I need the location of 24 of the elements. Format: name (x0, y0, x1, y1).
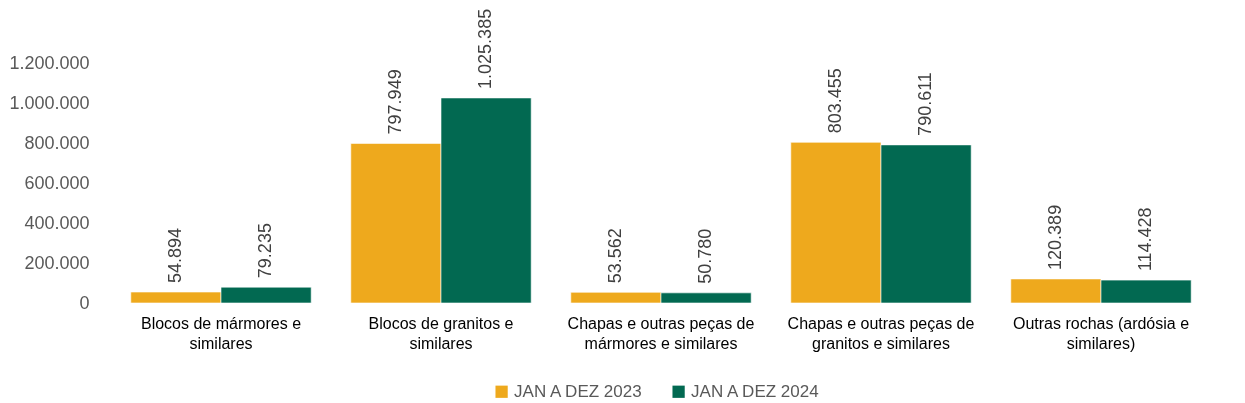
y-tick-label: 800.000 (24, 132, 90, 153)
y-tick-label: 0 (79, 292, 90, 313)
x-tick-label: Blocos de granitos e similares (368, 314, 514, 352)
data-label: 797.949 (384, 69, 405, 135)
data-label: 114.428 (1135, 207, 1156, 272)
data-label: 120.389 (1044, 204, 1065, 270)
data-label: 803.455 (824, 68, 845, 134)
data-label: 79.235 (255, 223, 276, 279)
y-tick-label: 1.000.000 (9, 92, 90, 113)
y-tick-label: 600.000 (24, 172, 90, 193)
data-label: 54.894 (164, 227, 185, 284)
y-tick-label: 1.200.000 (9, 52, 90, 73)
x-tick-label: Outras rochas (ardósia e similares) (1012, 314, 1190, 352)
y-tick-label: 200.000 (24, 252, 90, 273)
data-label: 790.611 (915, 72, 936, 136)
data-label: 1.025.385 (475, 8, 496, 89)
x-tick-label: Blocos de mármores e similares (140, 314, 302, 352)
legend-label: JAN A DEZ 2024 (691, 381, 819, 401)
y-tick-label: 400.000 (24, 212, 90, 233)
x-tick-label: Chapas e outras peças de granitos e similares (787, 314, 975, 352)
x-tick-label: Chapas e outras peças de mármores e similares (567, 314, 755, 352)
data-label: 50.780 (695, 228, 716, 284)
legend-label: JAN A DEZ 2023 (514, 381, 642, 401)
data-label: 53.562 (604, 228, 625, 284)
